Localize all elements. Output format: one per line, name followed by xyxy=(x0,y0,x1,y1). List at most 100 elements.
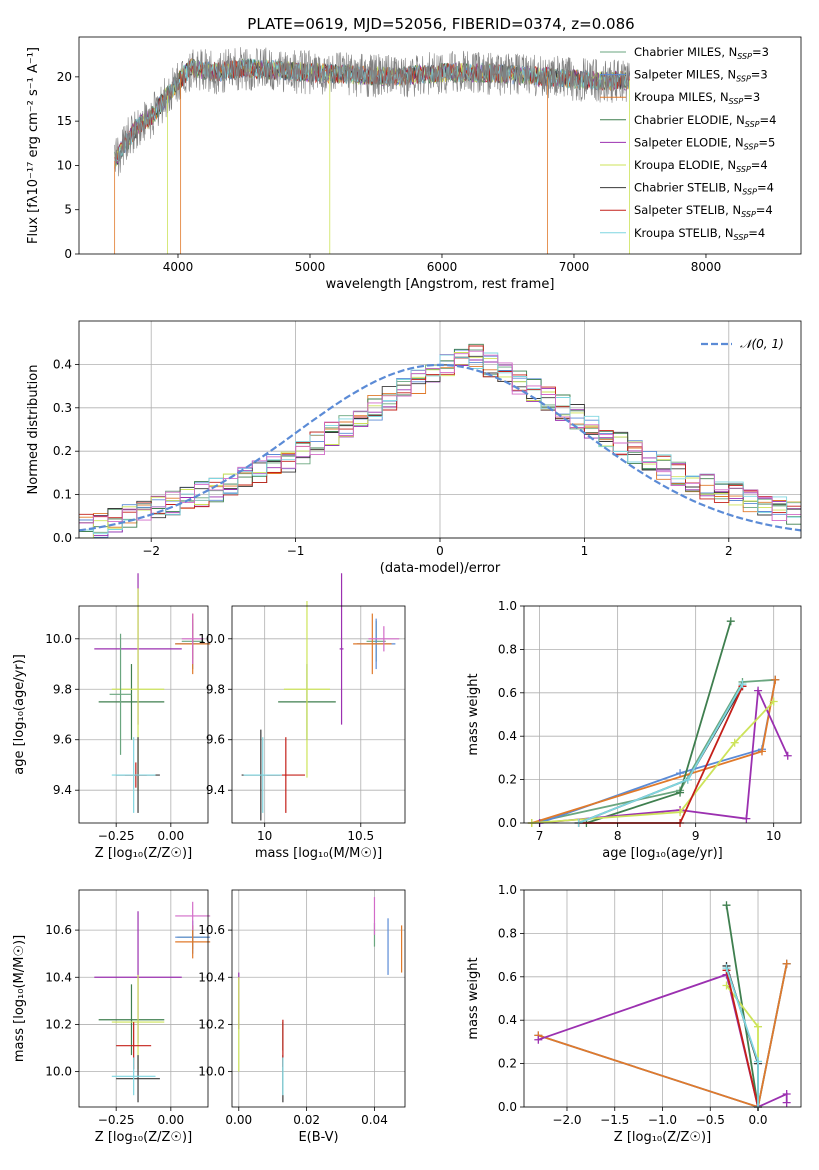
x-tick-label: 0.00 xyxy=(157,829,184,843)
legend-label-value: =3 xyxy=(743,90,760,104)
weight-marker xyxy=(730,738,739,747)
y-tick-label: 9.8 xyxy=(53,682,72,696)
y-tick-label: 10.2 xyxy=(45,1017,72,1031)
x-tick-label: 1 xyxy=(581,544,589,558)
legend-label-main: Kroupa STELIB, N xyxy=(634,226,734,240)
y-tick-label: 9.8 xyxy=(206,682,225,696)
plot-area xyxy=(238,897,403,1103)
axes-frame xyxy=(78,605,209,824)
legend-label-sub: SSP xyxy=(736,165,751,174)
axes-frame xyxy=(78,889,209,1108)
y-tick-label: 0.2 xyxy=(498,1057,517,1071)
y-tick-label: 0.8 xyxy=(498,642,517,656)
x-tick-label: 0 xyxy=(436,544,444,558)
weight-marker xyxy=(676,788,685,797)
legend-label-value: =3 xyxy=(751,68,768,82)
y-tick-label: 0.8 xyxy=(498,926,517,940)
y-tick-label: 0.0 xyxy=(498,1100,517,1114)
legend-label: Salpeter MILES, NSSP=3 xyxy=(634,68,768,84)
y-tick-label: 0.2 xyxy=(53,444,72,458)
weight-marker xyxy=(726,617,735,626)
weight-line xyxy=(539,687,789,824)
legend-label-sub: SSP xyxy=(729,97,744,106)
legend-label: Chabrier MILES, NSSP=3 xyxy=(634,45,769,61)
weight-marker xyxy=(782,959,791,968)
weight-marker xyxy=(757,747,766,756)
y-tick-label: 9.6 xyxy=(53,733,72,747)
legend-label-value: =4 xyxy=(748,226,765,240)
weight-line xyxy=(539,679,777,824)
y-tick-label: 0.4 xyxy=(498,1013,517,1027)
weight-marker xyxy=(534,1035,543,1044)
weight-marker xyxy=(754,1057,763,1066)
weight-line xyxy=(586,620,732,824)
y-tick-label: 1.0 xyxy=(498,599,517,613)
y-axis-label: mass weight xyxy=(466,957,481,1039)
weight-marker xyxy=(722,901,731,910)
y-tick-label: 10 xyxy=(57,158,72,172)
y-tick-label: 0.3 xyxy=(53,401,72,415)
legend-label: Chabrier STELIB, NSSP=4 xyxy=(634,181,774,197)
mass-weight-vs-age-panel: 7 8 9 10 0.0 0.2 0.4 0.6 0.8 1.0 age [log₁₀(age/yr… xyxy=(466,599,802,861)
x-tick-label: 7 xyxy=(536,829,544,843)
age-vs-mass-panel: 10 10.5 9.4 9.6 9.8 10.0 mass [log₁₀(M/M☉)] xyxy=(198,573,406,861)
y-axis-label: Flux [fλ10⁻¹⁷ erg cm⁻² s⁻¹ A⁻¹] xyxy=(26,47,41,244)
x-tick-label: 0.02 xyxy=(293,1113,320,1127)
legend-label-value: =4 xyxy=(751,158,768,172)
residual-histogram-6 xyxy=(79,355,801,524)
plot-area xyxy=(79,343,801,538)
x-axis-label: E(B-V) xyxy=(298,1130,338,1145)
age-vs-metallicity-panel: −0.25 0.00 9.4 9.6 9.8 10.0 Z [log₁₀(Z/Z☉)] age… xyxy=(12,573,211,861)
legend-label: 𝒩(0, 1) xyxy=(740,337,784,351)
spectrum-panel: 4000 5000 6000 7000 8000 0 5 10 15 20 wavelength [… xyxy=(26,36,802,292)
y-tick-label: 0.0 xyxy=(498,816,517,830)
y-tick-label: 0.4 xyxy=(53,357,72,371)
x-tick-label: 0.00 xyxy=(157,1113,184,1127)
y-tick-label: 10.0 xyxy=(198,632,225,646)
axes-frame xyxy=(523,605,802,824)
plot-area xyxy=(94,901,211,1103)
legend-label-sub: SSP xyxy=(745,120,760,129)
legend-label: Kroupa MILES, NSSP=3 xyxy=(634,90,760,106)
y-tick-label: 20 xyxy=(57,70,72,84)
x-tick-label: −2.0 xyxy=(552,1113,581,1127)
x-axis-label: age [log₁₀(age/yr)] xyxy=(602,846,723,861)
weight-marker xyxy=(742,814,751,823)
legend-label-sub: SSP xyxy=(742,188,757,197)
legend-label-main: Kroupa ELODIE, N xyxy=(634,158,736,172)
y-tick-label: 0 xyxy=(64,247,72,261)
x-axis-label: Z [log₁₀(Z/Z☉)] xyxy=(614,1130,711,1145)
y-tick-label: 10.0 xyxy=(45,632,72,646)
weight-marker xyxy=(754,1022,763,1031)
x-tick-label: 10.5 xyxy=(347,829,374,843)
legend-label-sub: SSP xyxy=(736,75,751,84)
y-tick-label: 10.4 xyxy=(45,970,72,984)
x-tick-label: 5000 xyxy=(295,260,326,274)
x-tick-label: −0.25 xyxy=(98,1113,135,1127)
weight-line xyxy=(531,700,775,824)
x-tick-label: 9 xyxy=(692,829,700,843)
x-tick-label: 6000 xyxy=(427,260,458,274)
weight-marker xyxy=(738,680,747,689)
legend-label: Kroupa STELIB, NSSP=4 xyxy=(634,226,765,242)
axes-frame xyxy=(231,889,406,1108)
y-tick-label: 15 xyxy=(57,114,72,128)
legend-label-main: Kroupa MILES, N xyxy=(634,90,729,104)
legend-label-main: Chabrier MILES, N xyxy=(634,45,737,59)
axes-frame xyxy=(78,320,802,539)
x-tick-label: 2 xyxy=(725,544,733,558)
x-tick-label: 10 xyxy=(257,829,272,843)
weight-marker xyxy=(676,769,685,778)
y-axis-label: age [log₁₀(age/yr)] xyxy=(12,654,27,775)
legend-label-main: Chabrier STELIB, N xyxy=(634,181,742,195)
x-axis-label: mass [log₁₀(M/M☉)] xyxy=(255,846,382,861)
y-tick-label: 9.4 xyxy=(206,783,225,797)
legend-label-main: Salpeter STELIB, N xyxy=(634,203,741,217)
x-axis-label: wavelength [Angstrom, rest frame] xyxy=(326,277,555,292)
mass-vs-reddening-panel: 0.00 0.02 0.04 10.0 10.2 10.4 10.6 E(B-V) xyxy=(198,889,406,1145)
plot-area xyxy=(241,573,400,821)
plot-area xyxy=(94,573,211,813)
weight-line xyxy=(578,685,744,824)
